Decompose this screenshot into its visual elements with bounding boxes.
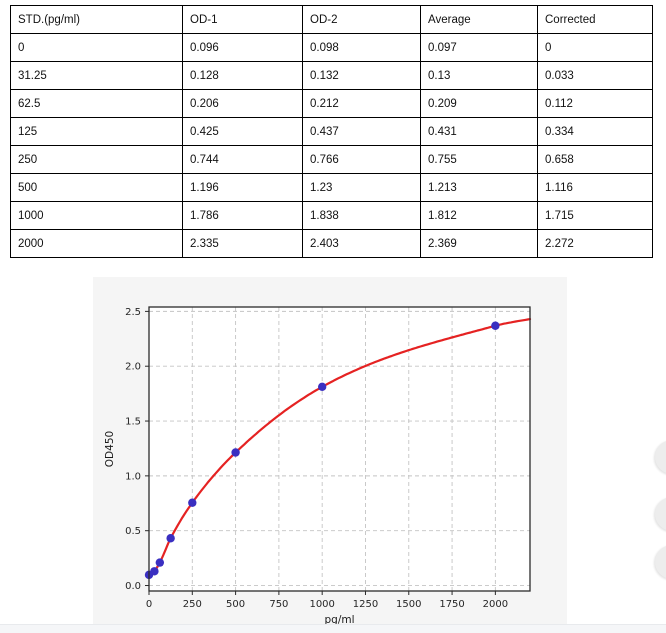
x-tick-label: 250 bbox=[183, 599, 202, 610]
table-cell: 1.812 bbox=[420, 201, 538, 230]
fit-curve-line bbox=[147, 317, 532, 576]
table-cell: 0.096 bbox=[182, 33, 303, 62]
table-cell: 1.196 bbox=[182, 173, 303, 202]
table-cell: 1.838 bbox=[302, 201, 421, 230]
table-row: 1000 1.786 1.838 1.812 1.715 bbox=[10, 201, 653, 230]
column-header: OD-2 bbox=[302, 5, 421, 34]
table-cell: 1.23 bbox=[302, 173, 421, 202]
data-point bbox=[150, 567, 159, 576]
table-cell: 0.431 bbox=[420, 117, 538, 146]
data-point bbox=[166, 534, 175, 543]
x-axis-label: pg/ml bbox=[324, 614, 354, 624]
table-cell: 1.213 bbox=[420, 173, 538, 202]
table-cell: 0.658 bbox=[537, 145, 653, 174]
table-cell: 0 bbox=[10, 33, 183, 62]
floating-button-3[interactable] bbox=[655, 545, 666, 579]
table-cell: 0.334 bbox=[537, 117, 653, 146]
plot-area bbox=[149, 307, 530, 591]
y-tick-label: 2.5 bbox=[125, 307, 141, 318]
table-cell: 2.403 bbox=[302, 229, 421, 258]
table-cell: 0.132 bbox=[302, 61, 421, 90]
x-tick-label: 2000 bbox=[483, 599, 508, 610]
table-cell: 0.755 bbox=[420, 145, 538, 174]
table-cell: 0.112 bbox=[537, 89, 653, 118]
x-tick-label: 750 bbox=[269, 599, 288, 610]
table-cell: 0.097 bbox=[420, 33, 538, 62]
table-row: 31.25 0.128 0.132 0.13 0.033 bbox=[10, 61, 653, 90]
table-cell: 0.212 bbox=[302, 89, 421, 118]
table-row: 2000 2.335 2.403 2.369 2.272 bbox=[10, 229, 653, 258]
standard-curve-chart: 0 250 500 750 1000 1250 1500 1750 2000 0.0 0.5 1.0 1… bbox=[93, 277, 567, 624]
table-cell: 1.786 bbox=[182, 201, 303, 230]
data-point bbox=[317, 382, 327, 392]
y-tick-label: 1.5 bbox=[125, 417, 141, 428]
y-tick-label: 0.0 bbox=[125, 581, 141, 592]
table-cell: 0.128 bbox=[182, 61, 303, 90]
column-header: OD-1 bbox=[182, 5, 303, 34]
data-point bbox=[188, 498, 197, 507]
table-cell: 2.272 bbox=[537, 229, 653, 258]
data-point bbox=[491, 321, 500, 330]
table-cell: 250 bbox=[10, 145, 183, 174]
table-cell: 0.766 bbox=[302, 145, 421, 174]
table-cell: 1000 bbox=[10, 201, 183, 230]
table-cell: 0.13 bbox=[420, 61, 538, 90]
x-tick-label: 1750 bbox=[439, 599, 464, 610]
table-row: 250 0.744 0.766 0.755 0.658 bbox=[10, 145, 653, 174]
table-cell: 62.5 bbox=[10, 89, 183, 118]
table-cell: 125 bbox=[10, 117, 183, 146]
column-header: Average bbox=[420, 5, 538, 34]
x-tick-label: 1500 bbox=[396, 599, 421, 610]
data-point bbox=[155, 558, 165, 567]
table-cell: 500 bbox=[10, 173, 183, 202]
table-cell: 2.369 bbox=[420, 229, 538, 258]
table-cell: 2.335 bbox=[182, 229, 303, 258]
table-cell: 2000 bbox=[10, 229, 183, 258]
standard-curve-figure: 0 250 500 750 1000 1250 1500 1750 2000 0.0 0.5 1.0 1… bbox=[93, 277, 567, 624]
y-tick-label: 0.5 bbox=[125, 526, 141, 537]
y-axis-label: OD450 bbox=[104, 431, 116, 467]
y-tick-label: 2.0 bbox=[125, 362, 141, 373]
column-header: STD.(pg/ml) bbox=[10, 5, 183, 34]
x-tick-label: 500 bbox=[226, 599, 245, 610]
standards-table-body: 0 0.096 0.098 0.097 0 31.25 0.128 0.132 0.13 0.03… bbox=[10, 33, 653, 258]
header-row: STD.(pg/ml) OD-1 OD-2 Average Corrected bbox=[10, 5, 653, 34]
x-tick-label: 1250 bbox=[353, 599, 378, 610]
table-row: 62.5 0.206 0.212 0.209 0.112 bbox=[10, 89, 653, 118]
table-cell: 0.744 bbox=[182, 145, 303, 174]
table-cell: 0 bbox=[537, 33, 653, 62]
floating-button-2[interactable] bbox=[655, 497, 666, 531]
axes-spines bbox=[148, 306, 531, 592]
column-header: Corrected bbox=[537, 5, 653, 34]
floating-button-1[interactable] bbox=[655, 440, 666, 474]
table-row: 0 0.096 0.098 0.097 0 bbox=[10, 33, 653, 62]
y-tick-label: 1.0 bbox=[125, 471, 141, 482]
table-cell: 0.033 bbox=[537, 61, 653, 90]
table-cell: 0.206 bbox=[182, 89, 303, 118]
table-row: 500 1.196 1.23 1.213 1.116 bbox=[10, 173, 653, 202]
table-cell: 0.437 bbox=[302, 117, 421, 146]
x-tick-label: 1000 bbox=[309, 599, 334, 610]
table-cell: 0.425 bbox=[182, 117, 303, 146]
x-tick-label: 0 bbox=[146, 599, 152, 610]
table-row: 125 0.425 0.437 0.431 0.334 bbox=[10, 117, 653, 146]
table-cell: 0.098 bbox=[302, 33, 421, 62]
table-cell: 1.116 bbox=[537, 173, 653, 202]
page-bottom-strip bbox=[0, 624, 666, 633]
table-cell: 1.715 bbox=[537, 201, 653, 230]
table-cell: 0.209 bbox=[420, 89, 538, 118]
standards-table: STD.(pg/ml) OD-1 OD-2 Average Corrected 0 0.0… bbox=[10, 5, 653, 258]
table-cell: 31.25 bbox=[10, 61, 183, 90]
data-point bbox=[231, 448, 240, 457]
standards-table-header: STD.(pg/ml) OD-1 OD-2 Average Corrected bbox=[10, 5, 653, 34]
